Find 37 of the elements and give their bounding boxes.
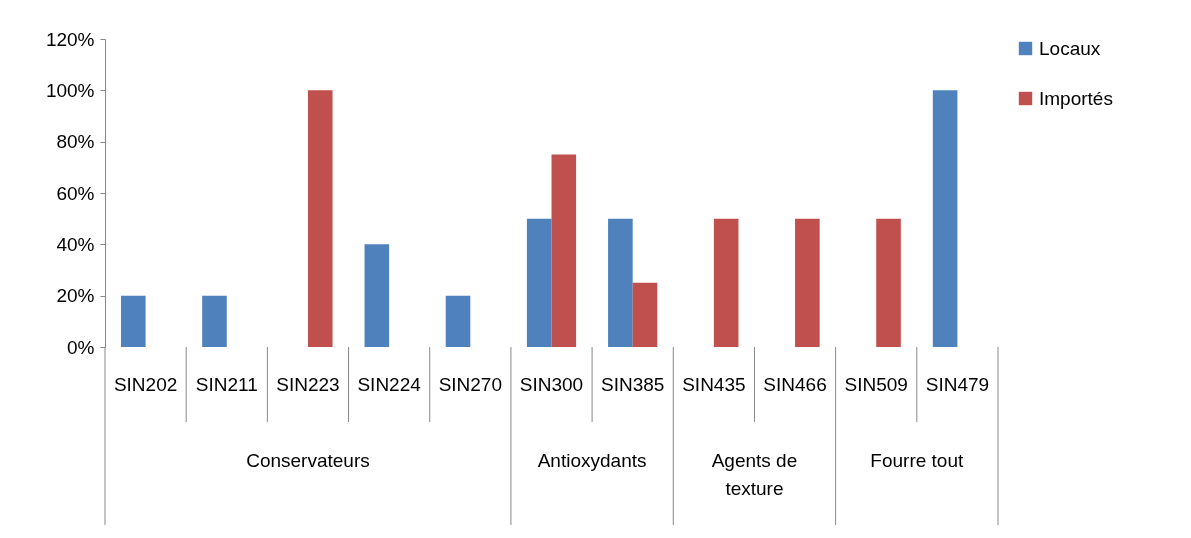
y-tick-label: 40% xyxy=(56,233,95,255)
y-tick-label: 100% xyxy=(45,79,95,101)
bar xyxy=(632,282,658,347)
bar xyxy=(445,295,471,347)
legend-label: Locaux xyxy=(1039,37,1101,59)
x-tick-label: SIN385 xyxy=(600,374,665,395)
legend-label: Importés xyxy=(1039,87,1113,109)
bar xyxy=(307,90,333,347)
bar xyxy=(526,218,552,347)
x-tick-label: SIN466 xyxy=(763,374,827,395)
bar xyxy=(876,218,901,347)
text: Conservateurs xyxy=(246,450,370,471)
x-tick-label: SIN435 xyxy=(682,374,746,395)
x-tick-label: SIN300 xyxy=(519,374,584,395)
bar xyxy=(713,218,739,347)
bar xyxy=(364,244,390,347)
bar xyxy=(551,154,577,347)
x-tick-label: SIN211 xyxy=(195,374,258,395)
bar xyxy=(120,295,146,347)
bar xyxy=(932,90,958,347)
y-tick-label: 120% xyxy=(45,28,95,50)
bar xyxy=(608,218,633,347)
y-tick-label: 0% xyxy=(67,336,95,358)
x-tick-label: SIN479 xyxy=(925,374,990,395)
text: Fourre tout xyxy=(870,450,964,471)
y-tick-label: 80% xyxy=(56,131,95,153)
x-tick-label: SIN224 xyxy=(357,374,422,395)
y-tick-label: 60% xyxy=(56,182,95,204)
x-tick-label: SIN509 xyxy=(844,374,908,395)
x-tick-label: SIN202 xyxy=(113,374,178,395)
x-tick-label: SIN270 xyxy=(438,374,503,395)
bar xyxy=(795,218,820,347)
x-tick-label: SIN223 xyxy=(276,374,340,395)
text: Antioxydants xyxy=(537,450,647,471)
bar xyxy=(202,295,227,347)
y-tick-label: 20% xyxy=(56,285,95,307)
text: Agents de texture xyxy=(711,450,798,499)
